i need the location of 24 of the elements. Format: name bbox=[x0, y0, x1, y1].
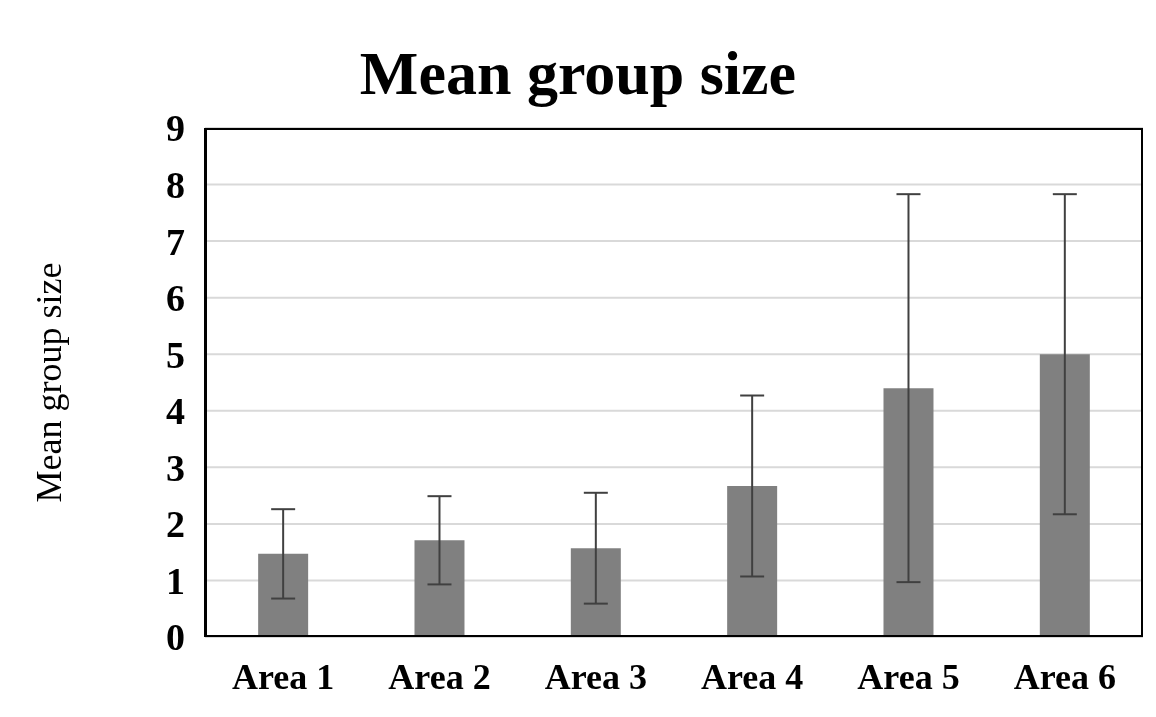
y-tick-label: 3 bbox=[166, 446, 185, 489]
y-tick-label: 5 bbox=[166, 333, 185, 376]
y-tick-label: 6 bbox=[166, 277, 185, 320]
x-tick-label: Area 5 bbox=[857, 656, 960, 697]
bar bbox=[727, 486, 778, 637]
x-tick-label: Area 3 bbox=[544, 656, 647, 697]
bar bbox=[1039, 354, 1090, 637]
bar bbox=[883, 388, 934, 637]
y-tick-label: 9 bbox=[166, 107, 185, 150]
y-tick-label: 1 bbox=[166, 559, 185, 602]
y-axis-title: Mean group size bbox=[28, 262, 69, 503]
bar bbox=[414, 540, 465, 637]
x-tick-label: Area 1 bbox=[232, 656, 335, 697]
chart-title: Mean group size bbox=[358, 38, 798, 109]
y-tick-label: 4 bbox=[166, 390, 185, 433]
bar bbox=[570, 548, 621, 637]
y-tick-label: 2 bbox=[166, 503, 185, 546]
y-tick-label: 0 bbox=[166, 616, 185, 659]
x-tick-label: Area 6 bbox=[1013, 656, 1116, 697]
x-tick-label: Area 4 bbox=[701, 656, 804, 697]
bar bbox=[258, 553, 309, 637]
y-tick-label: 8 bbox=[166, 164, 185, 207]
x-tick-label: Area 2 bbox=[388, 656, 491, 697]
y-tick-label: 7 bbox=[166, 220, 185, 263]
